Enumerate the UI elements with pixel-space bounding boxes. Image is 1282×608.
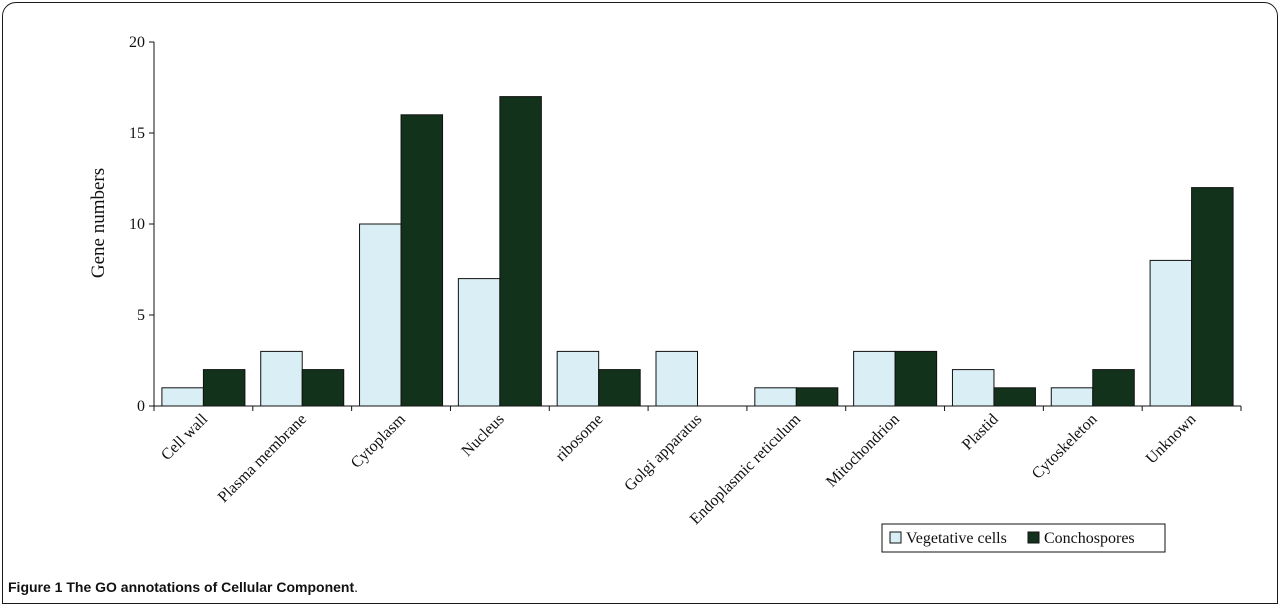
x-category-label: Cytoplasm — [348, 410, 409, 471]
bar-vegetative — [655, 350, 698, 407]
figure-title-end: . — [354, 579, 359, 595]
legend-label: Vegetative cells — [906, 530, 1007, 547]
figure-caption: Figure 1 The GO annotations of Cellular … — [8, 579, 358, 595]
bar-conchospores — [598, 369, 641, 407]
bar-vegetative — [1050, 387, 1094, 407]
chart-bars — [161, 96, 1234, 407]
bar-vegetative — [951, 369, 995, 407]
chart-ticks: 0 5 10 15 20 Cell wall Plasma membrane Cytoplas… — [129, 34, 1242, 528]
bar-vegetative — [359, 223, 402, 407]
legend: Vegetative cells Conchospores — [881, 523, 1166, 553]
bar-conchospores — [202, 369, 246, 407]
bar-vegetative — [556, 350, 600, 407]
y-axis-title: Gene numbers — [88, 168, 109, 278]
bar-conchospores — [1092, 369, 1135, 407]
x-category-label: Cytoskeleton — [1029, 411, 1101, 483]
figure-label: Figure 1 — [8, 579, 63, 595]
legend-box — [881, 523, 1166, 553]
bar-vegetative — [853, 350, 896, 407]
legend-label: Conchospores — [1044, 530, 1135, 547]
legend-swatch — [1027, 531, 1040, 544]
bar-conchospores — [499, 96, 542, 407]
y-tick-label: 5 — [137, 307, 145, 324]
bar-conchospores — [993, 387, 1036, 407]
figure-title: The GO annotations of Cellular Component — [66, 579, 355, 595]
bar-conchospores — [400, 114, 444, 407]
x-category-label: Plasma membrane — [215, 411, 310, 506]
y-tick-label: 10 — [129, 216, 145, 233]
bar-vegetative — [260, 350, 303, 407]
bar-conchospores — [301, 369, 345, 407]
bar-vegetative — [754, 387, 797, 407]
bar-vegetative — [457, 278, 501, 407]
x-category-label: ribosome — [552, 411, 606, 465]
x-category-label: Nucleus — [459, 411, 508, 460]
x-category-label: Plastid — [959, 411, 1002, 454]
y-tick-label: 15 — [129, 125, 145, 142]
bar-vegetative — [1149, 259, 1193, 407]
y-tick-label: 0 — [137, 398, 145, 415]
bar-conchospores — [1191, 187, 1234, 407]
x-category-label: Cell wall — [158, 410, 212, 464]
bar-chart: 0 5 10 15 20 Cell wall Plasma membrane Cytoplas… — [88, 34, 1242, 553]
x-category-label: Golgi apparatus — [621, 411, 705, 495]
x-category-label: Unknown — [1143, 411, 1200, 468]
legend-swatch — [889, 531, 902, 544]
bar-vegetative — [161, 387, 204, 407]
x-category-label: Endoplasmic reticulum — [687, 410, 805, 528]
bar-conchospores — [894, 350, 938, 407]
x-category-label: Mitochondrion — [823, 411, 903, 491]
y-tick-label: 20 — [129, 34, 145, 51]
bar-conchospores — [795, 387, 839, 407]
